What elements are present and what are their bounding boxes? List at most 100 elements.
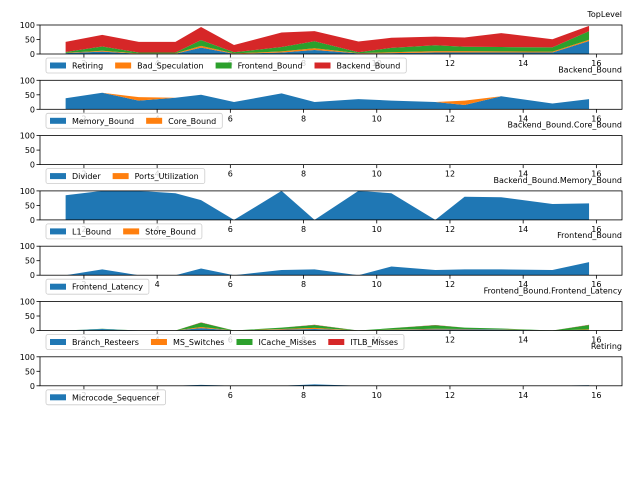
- legend-entry: L1_Bound: [72, 227, 111, 236]
- subplot-5: 050100246810121416Frontend_BoundFrontend…: [20, 231, 623, 295]
- legend-swatch: [50, 339, 66, 345]
- x-tick-label: 8: [301, 225, 306, 234]
- y-tick-label: 100: [20, 21, 35, 30]
- y-tick-label: 50: [25, 312, 35, 321]
- x-tick-label: 10: [372, 114, 382, 123]
- y-tick-label: 50: [25, 201, 35, 210]
- legend-swatch: [123, 228, 140, 235]
- x-tick-label: 6: [228, 391, 233, 400]
- legend-entry: Retiring: [72, 62, 103, 71]
- area-series-1: [65, 190, 590, 220]
- x-tick-label: 12: [445, 280, 455, 289]
- x-tick-label: 14: [518, 114, 528, 123]
- y-tick-label: 0: [30, 271, 35, 280]
- x-tick-label: 14: [518, 391, 528, 400]
- x-tick-label: 10: [372, 280, 382, 289]
- legend-entry: Backend_Bound: [337, 62, 401, 71]
- legend-swatch: [146, 117, 163, 124]
- x-tick-label: 14: [518, 170, 528, 179]
- legend-entry: ITLB_Misses: [350, 338, 398, 347]
- x-tick-label: 6: [228, 280, 233, 289]
- y-tick-label: 0: [30, 327, 35, 336]
- legend-entry: Memory_Bound: [72, 117, 134, 126]
- y-tick-label: 0: [30, 50, 35, 59]
- legend-swatch: [50, 117, 66, 124]
- legend-frame: [45, 278, 150, 295]
- y-tick-label: 100: [20, 187, 35, 196]
- x-tick-label: 16: [591, 391, 601, 400]
- x-tick-label: 8: [301, 170, 306, 179]
- legend: Divider Ports_Utilization: [45, 168, 206, 185]
- subplot-title: Backend_Bound.Memory_Bound: [494, 176, 623, 185]
- x-tick-label: 12: [445, 391, 455, 400]
- x-tick-label: 14: [518, 280, 528, 289]
- subplot-3: 050100246810121416Backend_Bound.Core_Bou…: [20, 121, 623, 185]
- x-tick-label: 14: [518, 336, 528, 345]
- y-tick-label: 0: [30, 382, 35, 391]
- legend-swatch: [50, 173, 66, 180]
- subplot-title: Frontend_Bound: [557, 231, 622, 240]
- x-tick-label: 14: [518, 59, 528, 68]
- y-tick-label: 100: [20, 298, 35, 307]
- area-series-1: [65, 92, 590, 110]
- legend-entry: ICache_Misses: [258, 338, 316, 347]
- x-tick-label: 12: [445, 336, 455, 345]
- y-tick-label: 50: [25, 367, 35, 376]
- legend: Microcode_Sequencer: [45, 389, 166, 406]
- legend-entry: Store_Bound: [145, 227, 196, 236]
- x-tick-label: 8: [301, 280, 306, 289]
- legend-entry: Divider: [72, 172, 101, 181]
- area-series-1: [65, 262, 590, 276]
- x-tick-label: 16: [591, 114, 601, 123]
- axes-frame: [39, 135, 623, 166]
- legend-swatch: [236, 339, 253, 345]
- legend: Memory_Bound Core_Bound: [45, 112, 223, 129]
- x-tick-label: 12: [445, 59, 455, 68]
- x-tick-label: 14: [518, 225, 528, 234]
- legend-swatch: [328, 339, 345, 345]
- legend-entry: Ports_Utilization: [135, 172, 199, 181]
- legend-swatch: [50, 228, 66, 235]
- x-tick-label: 12: [445, 170, 455, 179]
- x-tick-label: 16: [591, 59, 601, 68]
- legend-frame: [45, 112, 223, 129]
- legend-entry: MS_Switches: [173, 338, 225, 347]
- y-tick-label: 100: [20, 76, 35, 85]
- legend-swatch: [314, 62, 331, 69]
- area-series-3: [65, 322, 590, 331]
- axes-frame: [39, 356, 623, 387]
- area-series-2: [65, 327, 590, 331]
- legend-entry: Branch_Resteers: [72, 338, 139, 347]
- legend: Retiring Bad_Speculation Frontend_Bound Bac…: [45, 57, 407, 74]
- legend-entry: Microcode_Sequencer: [72, 393, 160, 402]
- area-series-2: [65, 92, 590, 105]
- x-tick-label: 16: [591, 225, 601, 234]
- axes-frame: [39, 301, 623, 331]
- x-tick-label: 10: [372, 391, 382, 400]
- legend-entry: Bad_Speculation: [137, 62, 203, 71]
- legend-frame: [45, 389, 166, 406]
- subplot-2: 050100246810121416Backend_BoundMemory_Bo…: [20, 65, 623, 129]
- subplot-title: Retiring: [591, 342, 622, 351]
- x-tick-label: 16: [591, 170, 601, 179]
- legend-swatch: [150, 339, 167, 345]
- y-tick-label: 0: [30, 105, 35, 114]
- y-tick-label: 100: [20, 242, 35, 251]
- x-tick-label: 8: [301, 391, 306, 400]
- area-series-3: [65, 31, 590, 54]
- subplot-title: TopLevel: [586, 10, 622, 19]
- legend: Branch_Resteers MS_Switches ICache_Misses I…: [45, 334, 405, 350]
- x-tick-label: 12: [445, 114, 455, 123]
- y-tick-label: 50: [25, 257, 35, 266]
- area-series-4: [65, 322, 590, 331]
- x-tick-label: 16: [591, 336, 601, 345]
- legend-swatch: [50, 394, 66, 401]
- x-tick-label: 6: [228, 114, 233, 123]
- legend-entry: Frontend_Bound: [238, 62, 303, 71]
- subplot-title: Frontend_Bound.Frontend_Latency: [484, 287, 623, 296]
- y-tick-label: 50: [25, 146, 35, 155]
- y-tick-label: 50: [25, 91, 35, 100]
- x-tick-label: 6: [228, 225, 233, 234]
- legend-entry: Frontend_Latency: [72, 283, 143, 292]
